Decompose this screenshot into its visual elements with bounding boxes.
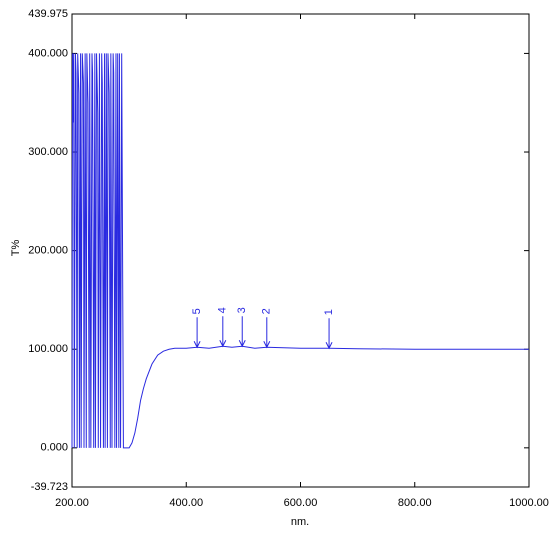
y-tick-label: -39.723	[31, 481, 68, 493]
y-tick-label: 0.000	[40, 442, 68, 454]
x-tick-label: 800.00	[398, 497, 432, 509]
peak-label: 3	[236, 307, 248, 313]
y-tick-label: 300.000	[28, 146, 68, 158]
peak-label: 4	[217, 307, 229, 313]
peak-marker	[219, 316, 227, 348]
x-tick-label: 600.00	[284, 497, 318, 509]
peak-label: 5	[191, 308, 203, 314]
y-tick-label: 200.000	[28, 245, 68, 257]
spectrum-line	[71, 53, 529, 449]
peak-label: 2	[261, 308, 273, 314]
x-tick-label: 400.00	[169, 497, 203, 509]
peak-marker	[325, 318, 333, 350]
plot-frame	[71, 13, 530, 488]
y-tick-label: 100.000	[28, 343, 68, 355]
y-tick-label: 400.000	[28, 47, 68, 59]
x-axis-label: nm.	[291, 516, 309, 528]
x-tick-label: 1000.00	[509, 497, 549, 509]
x-tick-label: 200.00	[55, 497, 89, 509]
peak-marker	[238, 316, 246, 348]
peak-label: 1	[323, 309, 335, 315]
peak-marker	[263, 317, 271, 349]
peak-marker	[193, 317, 201, 349]
y-tick-label: 439.975	[28, 8, 68, 20]
y-axis-label: T%	[10, 240, 22, 257]
